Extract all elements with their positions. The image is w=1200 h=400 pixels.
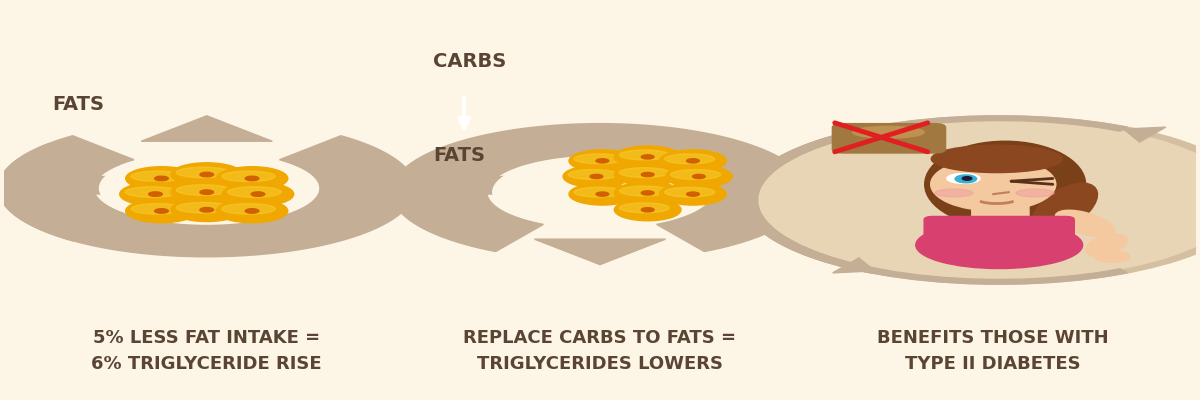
- Ellipse shape: [1086, 234, 1127, 256]
- Ellipse shape: [665, 187, 715, 197]
- Ellipse shape: [170, 198, 242, 222]
- Ellipse shape: [251, 192, 265, 196]
- Ellipse shape: [1094, 251, 1130, 262]
- FancyBboxPatch shape: [924, 216, 1074, 240]
- Ellipse shape: [671, 170, 720, 180]
- Ellipse shape: [1016, 189, 1054, 197]
- Ellipse shape: [222, 182, 294, 206]
- Polygon shape: [76, 176, 134, 188]
- Polygon shape: [0, 136, 415, 257]
- Ellipse shape: [947, 174, 980, 183]
- Ellipse shape: [931, 145, 1062, 172]
- Text: FATS: FATS: [52, 95, 104, 114]
- Ellipse shape: [200, 208, 214, 212]
- Polygon shape: [142, 116, 272, 141]
- Ellipse shape: [176, 185, 230, 195]
- Ellipse shape: [574, 187, 624, 197]
- Ellipse shape: [176, 202, 230, 213]
- Ellipse shape: [614, 182, 682, 204]
- Ellipse shape: [614, 199, 682, 221]
- Ellipse shape: [660, 150, 726, 172]
- Text: FATS: FATS: [433, 146, 485, 165]
- Ellipse shape: [200, 190, 214, 194]
- Ellipse shape: [931, 158, 1056, 211]
- Ellipse shape: [596, 159, 608, 163]
- Ellipse shape: [176, 167, 230, 178]
- Polygon shape: [833, 258, 875, 273]
- Ellipse shape: [1032, 183, 1098, 232]
- Polygon shape: [457, 176, 516, 188]
- Ellipse shape: [149, 192, 162, 196]
- Ellipse shape: [563, 166, 630, 188]
- Ellipse shape: [686, 159, 700, 163]
- Ellipse shape: [245, 209, 259, 213]
- Ellipse shape: [641, 191, 654, 195]
- Ellipse shape: [590, 174, 602, 178]
- Ellipse shape: [568, 170, 618, 180]
- Ellipse shape: [692, 174, 706, 178]
- Circle shape: [493, 157, 707, 228]
- Ellipse shape: [569, 183, 636, 205]
- Polygon shape: [1123, 127, 1165, 142]
- Ellipse shape: [216, 199, 288, 223]
- Ellipse shape: [120, 182, 191, 206]
- Ellipse shape: [125, 187, 179, 197]
- FancyBboxPatch shape: [833, 124, 946, 153]
- Ellipse shape: [245, 176, 259, 181]
- Ellipse shape: [666, 166, 732, 188]
- Polygon shape: [421, 151, 520, 194]
- Ellipse shape: [962, 177, 972, 180]
- Ellipse shape: [641, 208, 654, 212]
- Ellipse shape: [614, 146, 682, 168]
- Ellipse shape: [619, 186, 670, 196]
- Ellipse shape: [222, 171, 275, 182]
- Ellipse shape: [1055, 210, 1115, 237]
- Ellipse shape: [216, 167, 288, 190]
- Ellipse shape: [131, 171, 185, 182]
- Polygon shape: [534, 239, 666, 265]
- Circle shape: [100, 153, 314, 224]
- Ellipse shape: [200, 172, 214, 177]
- Ellipse shape: [955, 175, 977, 183]
- Text: 5% LESS FAT INTAKE =
6% TRIGLYCERIDE RISE: 5% LESS FAT INTAKE = 6% TRIGLYCERIDE RIS…: [91, 328, 322, 373]
- Text: CARBS: CARBS: [433, 52, 506, 71]
- Ellipse shape: [665, 154, 715, 164]
- Ellipse shape: [619, 203, 670, 213]
- Ellipse shape: [574, 154, 624, 164]
- Text: BENEFITS THOSE WITH
TYPE II DIABETES: BENEFITS THOSE WITH TYPE II DIABETES: [877, 328, 1109, 373]
- Ellipse shape: [916, 222, 1082, 268]
- Ellipse shape: [131, 204, 185, 214]
- Ellipse shape: [925, 141, 1086, 228]
- Ellipse shape: [170, 180, 242, 204]
- Polygon shape: [0, 136, 134, 241]
- Ellipse shape: [155, 176, 168, 181]
- Ellipse shape: [619, 150, 670, 160]
- Ellipse shape: [660, 183, 726, 205]
- Text: REPLACE CARBS TO FATS =
TRIGLYCERIDES LOWERS: REPLACE CARBS TO FATS = TRIGLYCERIDES LO…: [463, 328, 737, 373]
- Ellipse shape: [935, 189, 973, 197]
- FancyBboxPatch shape: [972, 204, 1030, 224]
- Ellipse shape: [596, 192, 608, 196]
- Ellipse shape: [641, 155, 654, 159]
- Ellipse shape: [619, 168, 670, 178]
- Ellipse shape: [569, 150, 636, 172]
- Ellipse shape: [686, 192, 700, 196]
- Polygon shape: [391, 124, 809, 252]
- Circle shape: [757, 120, 1200, 280]
- Ellipse shape: [126, 167, 197, 190]
- Ellipse shape: [170, 163, 242, 186]
- Ellipse shape: [641, 172, 654, 177]
- Ellipse shape: [222, 204, 275, 214]
- Circle shape: [743, 116, 1200, 284]
- Ellipse shape: [614, 164, 682, 186]
- Ellipse shape: [155, 209, 168, 213]
- Polygon shape: [743, 127, 878, 273]
- Polygon shape: [743, 116, 1127, 284]
- Polygon shape: [40, 151, 127, 194]
- Ellipse shape: [228, 187, 281, 197]
- Ellipse shape: [126, 199, 197, 223]
- Ellipse shape: [853, 126, 924, 138]
